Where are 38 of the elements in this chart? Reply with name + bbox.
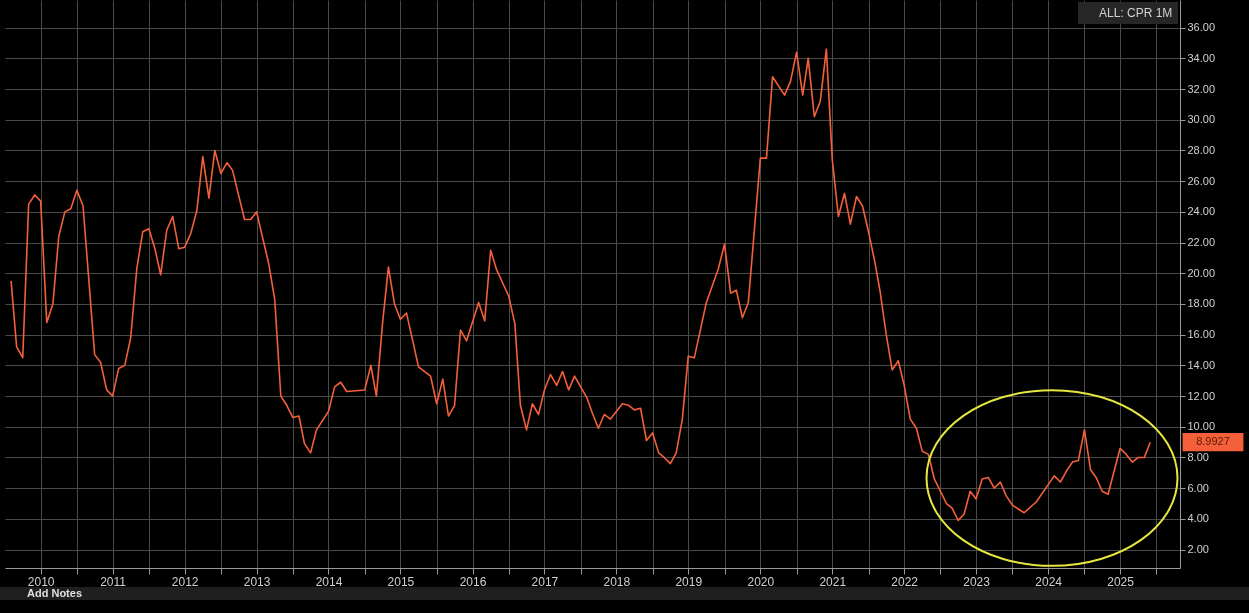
y-tick-label: 16.00	[1187, 328, 1216, 341]
y-tick-label: 36.00	[1187, 21, 1216, 34]
text: 8.9927	[1196, 435, 1230, 448]
y-tick-label: 24.00	[1187, 205, 1216, 218]
x-tick-label: 2025	[1107, 574, 1135, 589]
x-tick-label: 2017	[531, 574, 559, 589]
text: ALL: CPR 1M	[1099, 6, 1173, 20]
y-tick-label: 4.00	[1187, 512, 1209, 525]
line-series	[10, 48, 1152, 522]
x-tick-label: 2022	[891, 574, 919, 589]
x-tick-label: 2014	[315, 574, 343, 589]
y-tick-label: 30.00	[1187, 113, 1216, 126]
y-tick-label: 14.00	[1187, 358, 1216, 371]
x-tick-label: 2011	[100, 574, 127, 589]
text: Add Notes	[27, 587, 82, 599]
y-tick-label: 26.00	[1187, 174, 1216, 187]
y-tick-label: 12.00	[1187, 389, 1216, 402]
y-tick-label: 28.00	[1187, 143, 1216, 156]
x-tick-label: 2021	[819, 574, 847, 589]
y-tick-label: 34.00	[1187, 51, 1216, 64]
x-tick-label: 2012	[171, 574, 199, 589]
y-tick-label: 2.00	[1187, 543, 1209, 556]
x-tick-label: 2010	[27, 574, 55, 589]
x-tick-label: 2020	[747, 574, 775, 589]
x-tick-label: 2018	[603, 574, 631, 589]
y-tick-label: 8.00	[1187, 450, 1209, 463]
y-tick-label: 32.00	[1187, 82, 1216, 95]
x-tick-label: 2013	[243, 574, 271, 589]
y-tick-label: 6.00	[1187, 481, 1209, 494]
x-tick-label: 2016	[459, 574, 487, 589]
x-tick-label: 2019	[675, 574, 703, 589]
x-tick-label: 2015	[387, 574, 415, 589]
y-tick-label: 18.00	[1187, 297, 1216, 310]
x-tick-label: 2024	[1035, 574, 1063, 589]
x-tick-label: 2023	[963, 574, 991, 589]
y-tick-label: 22.00	[1187, 236, 1216, 249]
y-tick-label: 20.00	[1187, 266, 1216, 279]
y-tick-label: 10.00	[1187, 420, 1216, 433]
